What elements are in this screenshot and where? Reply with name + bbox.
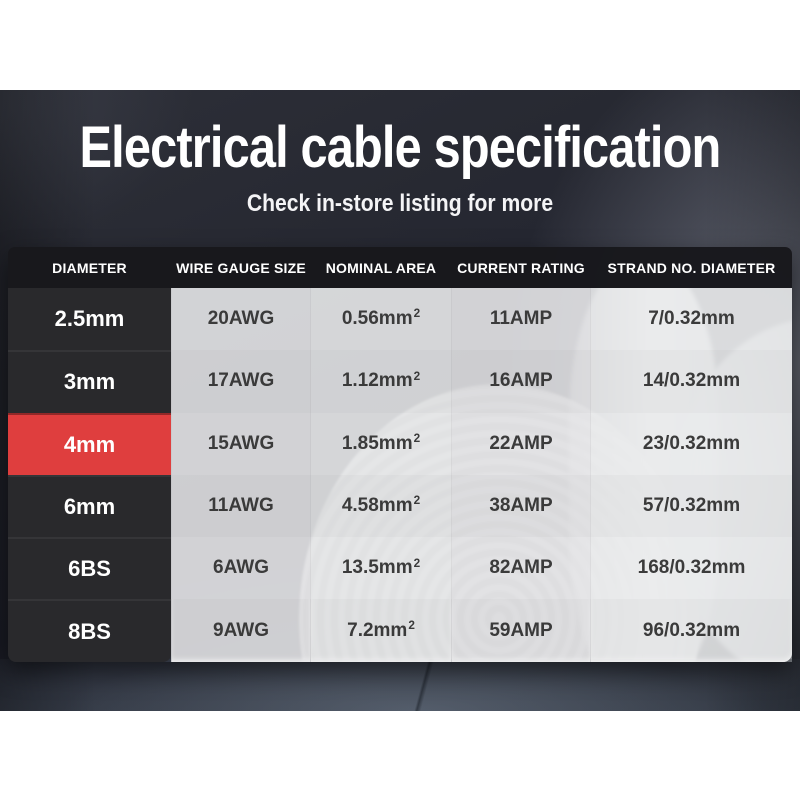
diameter-cell: 8BS bbox=[8, 599, 171, 662]
column-header: CURRENT RATING bbox=[457, 259, 585, 276]
table-body: 2.5mm 20AWG 0.56mm 2 11AMP 7/0.32mm 3mm 17AWG 1.… bbox=[8, 288, 792, 662]
floor-shadow bbox=[0, 659, 800, 711]
superscript: 2 bbox=[413, 431, 421, 445]
spec-cell: 22AMP bbox=[451, 412, 591, 475]
diameter-cell: 6mm bbox=[8, 474, 171, 538]
page-title: Electrical cable specification bbox=[79, 115, 722, 180]
spec-cell: 59AMP bbox=[451, 599, 591, 662]
page-subtitle: Check in-store listing for more bbox=[246, 190, 554, 217]
spec-cell: 1.85mm 2 bbox=[311, 412, 451, 475]
spec-value: 7.2mm bbox=[347, 619, 408, 641]
spec-cell: 23/0.32mm bbox=[591, 412, 792, 475]
spec-cell: 6AWG bbox=[171, 537, 311, 600]
spec-cell: 82AMP bbox=[451, 537, 591, 600]
table-row: 8BS 9AWG 7.2mm 2 59AMP 96/0.32mm bbox=[8, 599, 792, 662]
spec-cell: 0.56mm 2 bbox=[311, 288, 451, 351]
spec-cell: 4.58mm 2 bbox=[311, 474, 451, 538]
spec-cell: 7.2mm 2 bbox=[311, 599, 451, 662]
spec-value: 0.56mm bbox=[341, 308, 413, 330]
superscript: 2 bbox=[413, 494, 421, 508]
table-row: 6mm 11AWG 4.58mm 2 38AMP 57/0.32mm bbox=[8, 474, 792, 538]
superscript: 2 bbox=[413, 307, 421, 321]
table-header-row: DIAMETER WIRE GAUGE SIZE NOMINAL AREA CURRE… bbox=[8, 247, 792, 288]
spec-table: DIAMETER WIRE GAUGE SIZE NOMINAL AREA CURRE… bbox=[8, 247, 792, 662]
diameter-cell: 3mm bbox=[8, 350, 171, 413]
spec-cell: 1.12mm 2 bbox=[311, 350, 451, 413]
spec-cell: 57/0.32mm bbox=[591, 474, 792, 538]
spec-value: 13.5mm bbox=[341, 557, 413, 579]
spec-cell: 9AWG bbox=[171, 599, 311, 662]
superscript: 2 bbox=[413, 369, 421, 383]
table-row: 2.5mm 20AWG 0.56mm 2 11AMP 7/0.32mm bbox=[8, 288, 792, 351]
spec-value: 1.85mm bbox=[341, 432, 413, 454]
spec-cell: 16AMP bbox=[451, 350, 591, 413]
column-header: WIRE GAUGE SIZE bbox=[176, 259, 306, 276]
spec-cell: 20AWG bbox=[171, 288, 311, 351]
table-row: 3mm 17AWG 1.12mm 2 16AMP 14/0.32mm bbox=[8, 350, 792, 413]
spec-cell: 15AWG bbox=[171, 412, 311, 475]
product-image-stage: Electrical cable specification Check in-… bbox=[0, 90, 800, 711]
spec-cell: 7/0.32mm bbox=[591, 288, 792, 351]
spec-cell: 17AWG bbox=[171, 350, 311, 413]
superscript: 2 bbox=[413, 556, 421, 570]
diameter-cell: 6BS bbox=[8, 537, 171, 600]
spec-value: 4.58mm bbox=[341, 495, 413, 517]
spec-cell: 11AMP bbox=[451, 288, 591, 351]
spec-cell: 38AMP bbox=[451, 474, 591, 538]
diameter-cell: 2.5mm bbox=[8, 288, 171, 351]
superscript: 2 bbox=[408, 618, 415, 632]
spec-cell: 11AWG bbox=[171, 474, 311, 538]
table-row: 6BS 6AWG 13.5mm 2 82AMP 168/0.32mm bbox=[8, 537, 792, 600]
column-header: NOMINAL AREA bbox=[325, 259, 437, 276]
column-header: STRAND NO. DIAMETER bbox=[607, 259, 776, 276]
spec-value: 1.12mm bbox=[341, 370, 413, 392]
table-row-highlighted: 4mm 15AWG 1.85mm 2 22AMP 23/0.32mm bbox=[8, 412, 792, 475]
spec-cell: 14/0.32mm bbox=[591, 350, 792, 413]
spec-cell: 13.5mm 2 bbox=[311, 537, 451, 600]
column-header: DIAMETER bbox=[52, 259, 127, 276]
spec-cell: 96/0.32mm bbox=[591, 599, 792, 662]
spec-cell: 168/0.32mm bbox=[591, 537, 792, 600]
diameter-cell: 4mm bbox=[8, 412, 171, 475]
